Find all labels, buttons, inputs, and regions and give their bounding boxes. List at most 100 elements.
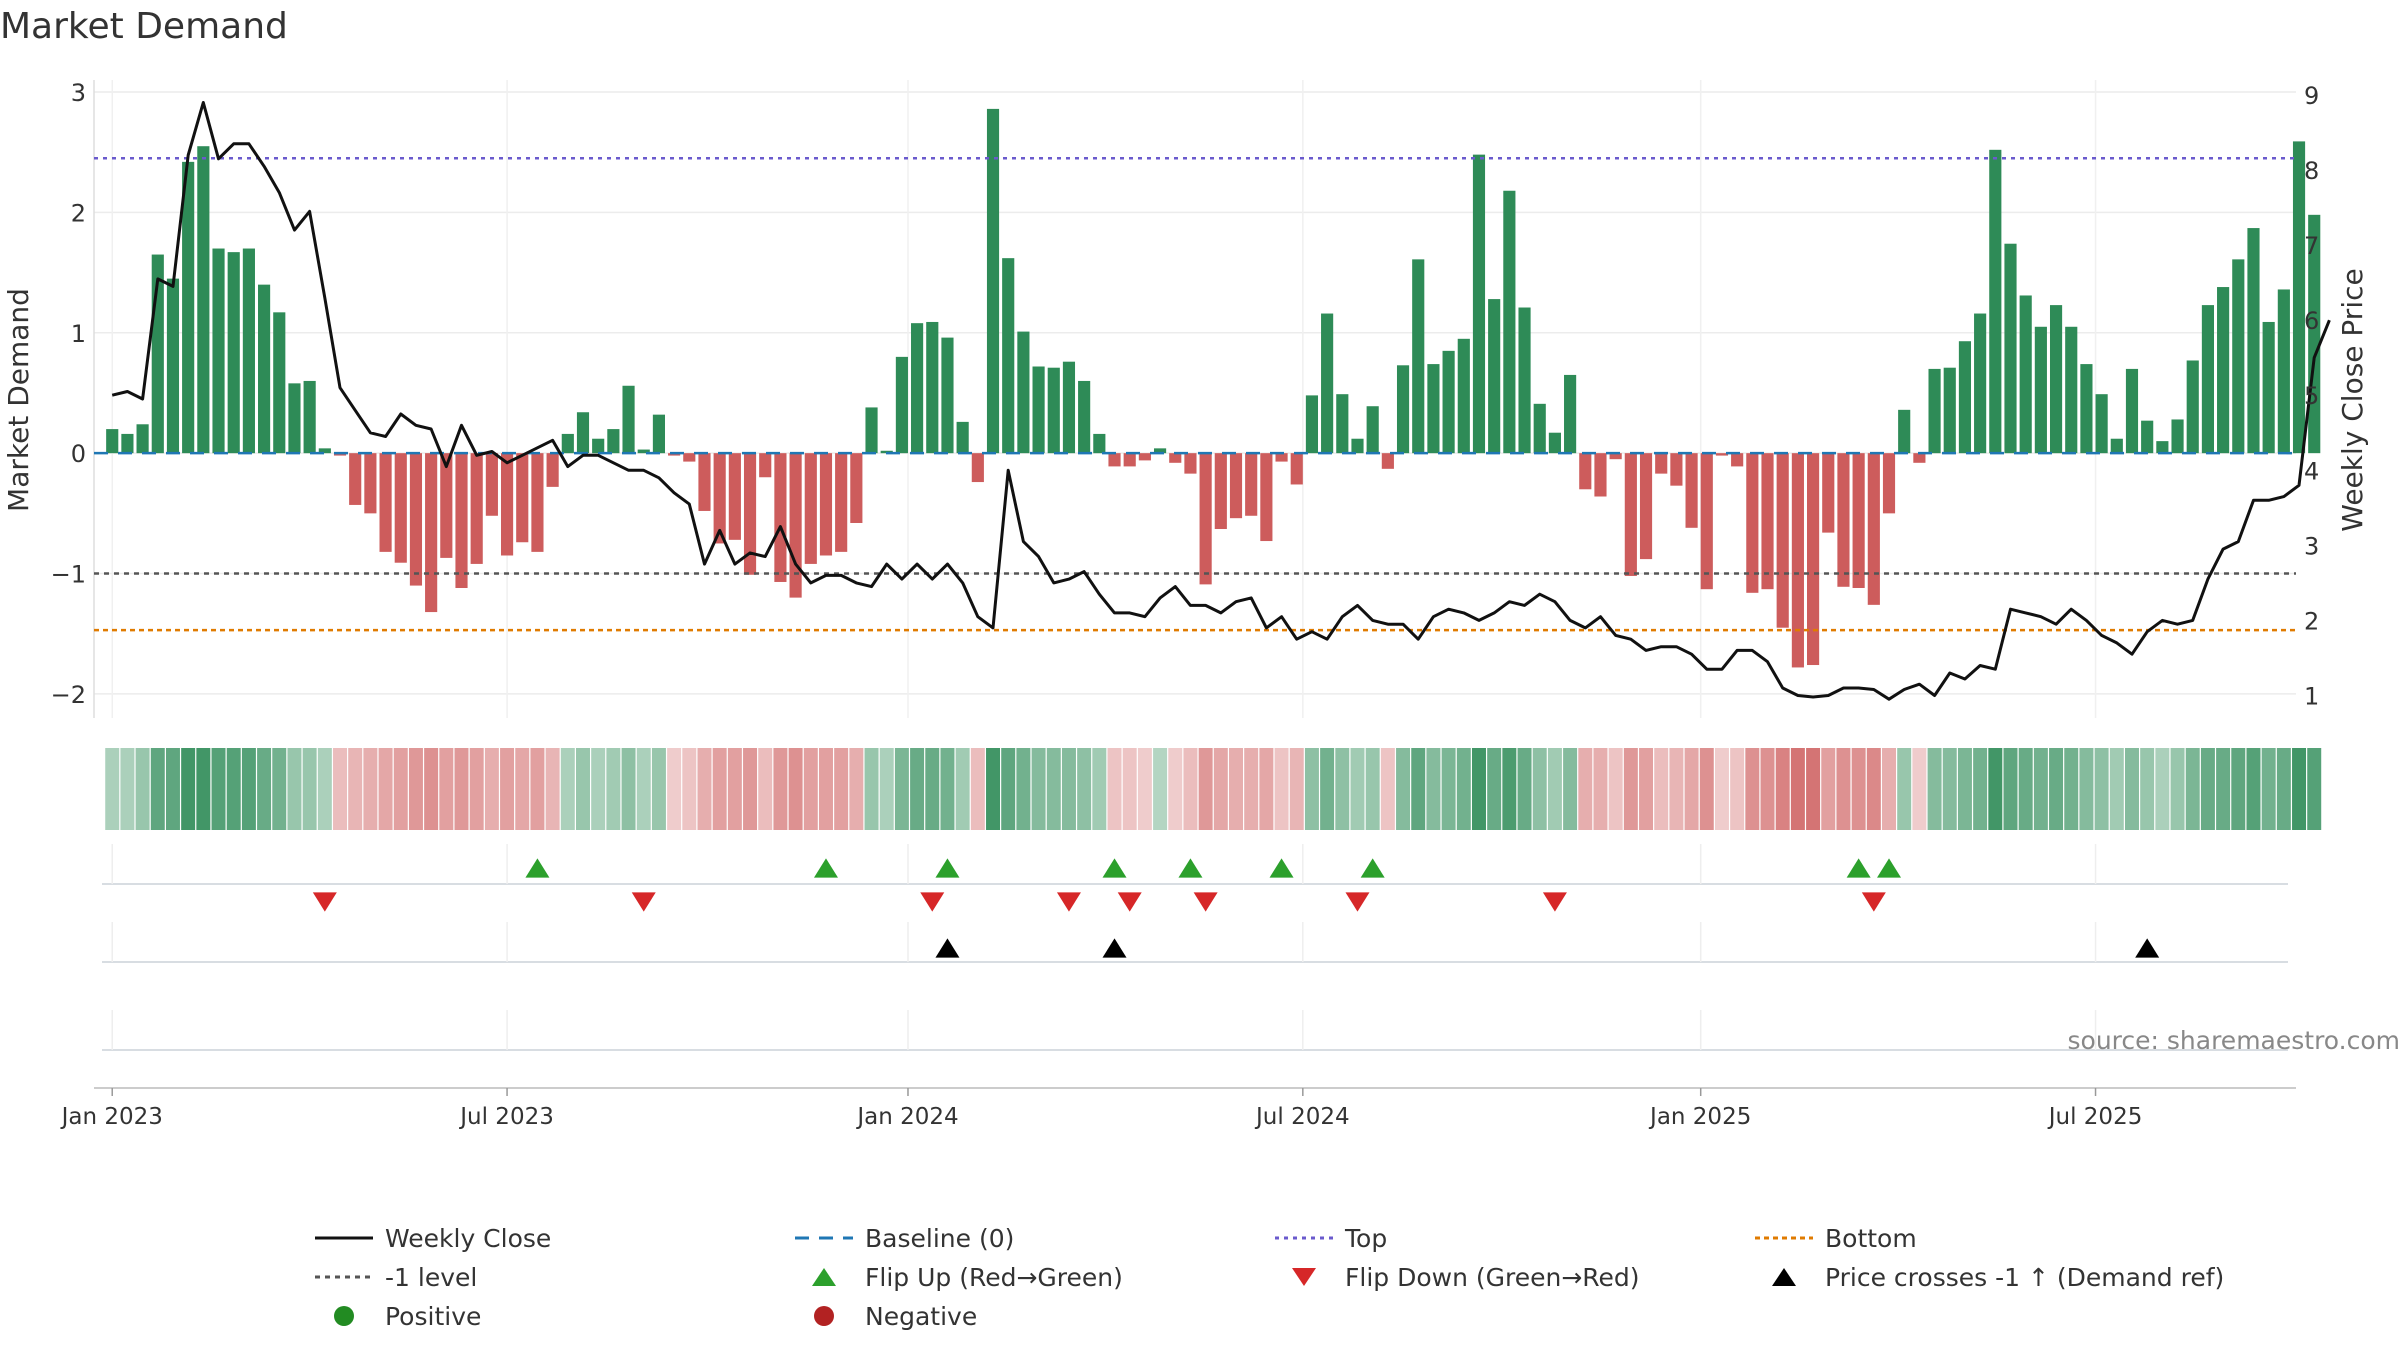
demand-bar-93	[1518, 307, 1531, 454]
heat-cell-96	[1563, 748, 1578, 830]
heat-cell-16	[348, 748, 363, 830]
y2-tick-label-3: 6	[2304, 307, 2319, 335]
flip-up-marker-1	[813, 858, 838, 878]
heat-cell-72	[1198, 748, 1213, 830]
heat-cell-109	[1760, 748, 1775, 830]
heat-cell-64	[1077, 748, 1092, 830]
demand-bar-40	[713, 453, 726, 544]
demand-bar-30	[561, 433, 574, 454]
flip-down-marker-2	[920, 892, 945, 912]
demand-bar-126	[2019, 295, 2032, 454]
flip-down-marker-4	[1117, 892, 1142, 912]
demand-bar-64	[1078, 380, 1091, 454]
heat-cell-117	[1882, 748, 1897, 830]
heat-cell-124	[1988, 748, 2003, 830]
heat-cell-136	[2170, 748, 2185, 830]
heat-cell-47	[818, 748, 833, 830]
reference-levels	[94, 156, 2296, 632]
legend-swatch-negative	[814, 1306, 834, 1326]
heat-cell-114	[1836, 748, 1851, 830]
demand-bar-32	[592, 438, 605, 454]
heat-cell-83	[1365, 748, 1380, 830]
heat-cell-88	[1441, 748, 1456, 830]
demand-bar-106	[1715, 453, 1729, 456]
demand-bar-23	[455, 453, 468, 588]
x-tick-label-2: Jan 2024	[855, 1104, 958, 1130]
heat-cell-45	[788, 748, 803, 830]
demand-bar-52	[895, 356, 908, 454]
demand-bar-59	[1002, 258, 1015, 454]
heat-cell-135	[2155, 748, 2170, 830]
x-tick-label-4: Jan 2025	[1648, 1104, 1751, 1130]
heat-cell-3	[150, 748, 165, 830]
demand-bar-95	[1548, 432, 1561, 454]
demand-bar-94	[1533, 403, 1546, 454]
demand-bar-113	[1822, 453, 1835, 533]
heat-cell-56	[955, 748, 970, 830]
heat-cell-60	[1016, 748, 1031, 830]
y2-tick-label-1: 8	[2304, 157, 2319, 185]
heat-cell-111	[1790, 748, 1805, 830]
flip-down-marker-1	[631, 892, 656, 912]
y-axis-label: Market Demand	[2, 288, 35, 512]
demand-bar-60	[1017, 331, 1030, 454]
demand-bar-72	[1199, 453, 1212, 585]
event-panels	[102, 844, 2288, 1051]
heat-cell-79	[1304, 748, 1319, 830]
y2-tick-label-6: 3	[2304, 532, 2319, 560]
demand-bar-78	[1290, 453, 1303, 485]
demand-bar-62	[1047, 367, 1060, 454]
demand-bar-107	[1731, 453, 1744, 467]
demand-bar-103	[1670, 453, 1683, 486]
heat-cell-132	[2109, 748, 2124, 830]
demand-bar-54	[926, 321, 939, 454]
heat-cell-95	[1547, 748, 1562, 830]
demand-bar-0	[106, 429, 119, 454]
heat-cell-48	[834, 748, 849, 830]
heat-cell-71	[1183, 748, 1198, 830]
heat-cell-30	[560, 748, 575, 830]
heat-cell-78	[1289, 748, 1304, 830]
heat-cell-20	[408, 748, 423, 830]
demand-bar-102	[1655, 453, 1668, 474]
heat-cell-13	[302, 748, 317, 830]
demand-bar-35	[637, 449, 650, 454]
heat-cell-80	[1320, 748, 1335, 830]
heat-cell-49	[849, 748, 864, 830]
demand-bar-13	[303, 380, 316, 454]
legend-item-negative: Negative	[814, 1302, 977, 1331]
y-tick-label-2: 1	[71, 320, 86, 348]
heat-cell-66	[1107, 748, 1122, 830]
demand-bar-111	[1791, 453, 1804, 668]
heat-cell-138	[2200, 748, 2215, 830]
demand-bar-11	[273, 312, 286, 454]
demand-bar-1	[121, 433, 134, 454]
demand-bar-61	[1032, 366, 1045, 454]
demand-bar-127	[2034, 326, 2047, 454]
legend-item-baseline: Baseline (0)	[795, 1224, 1014, 1253]
demand-bar-24	[470, 453, 483, 564]
demand-bar-96	[1564, 374, 1577, 454]
heat-cell-1	[120, 748, 135, 830]
demand-bar-125	[2004, 243, 2017, 454]
demand-bar-139	[2217, 287, 2230, 454]
heat-cell-61	[1031, 748, 1046, 830]
demand-bar-46	[804, 453, 817, 564]
flip-up-marker-2	[935, 858, 960, 878]
demand-bar-18	[379, 453, 392, 552]
flip-up-marker-4	[1178, 858, 1203, 878]
demand-bar-119	[1913, 453, 1926, 463]
legend-label-bottom: Bottom	[1825, 1224, 1917, 1253]
flip-up-marker-7	[1846, 858, 1871, 878]
heat-cell-70	[1168, 748, 1183, 830]
demand-bar-9	[242, 248, 255, 454]
heat-cell-19	[393, 748, 408, 830]
demand-bar-73	[1214, 453, 1227, 530]
demand-bar-12	[288, 383, 301, 454]
y2-tick-label-8: 1	[2304, 682, 2319, 710]
heat-cell-87	[1426, 748, 1441, 830]
flip-down-marker-0	[312, 892, 337, 912]
heat-cell-0	[105, 748, 120, 830]
y-tick-label-5: −2	[51, 681, 86, 709]
x-tick-label-1: Jul 2023	[458, 1104, 554, 1130]
